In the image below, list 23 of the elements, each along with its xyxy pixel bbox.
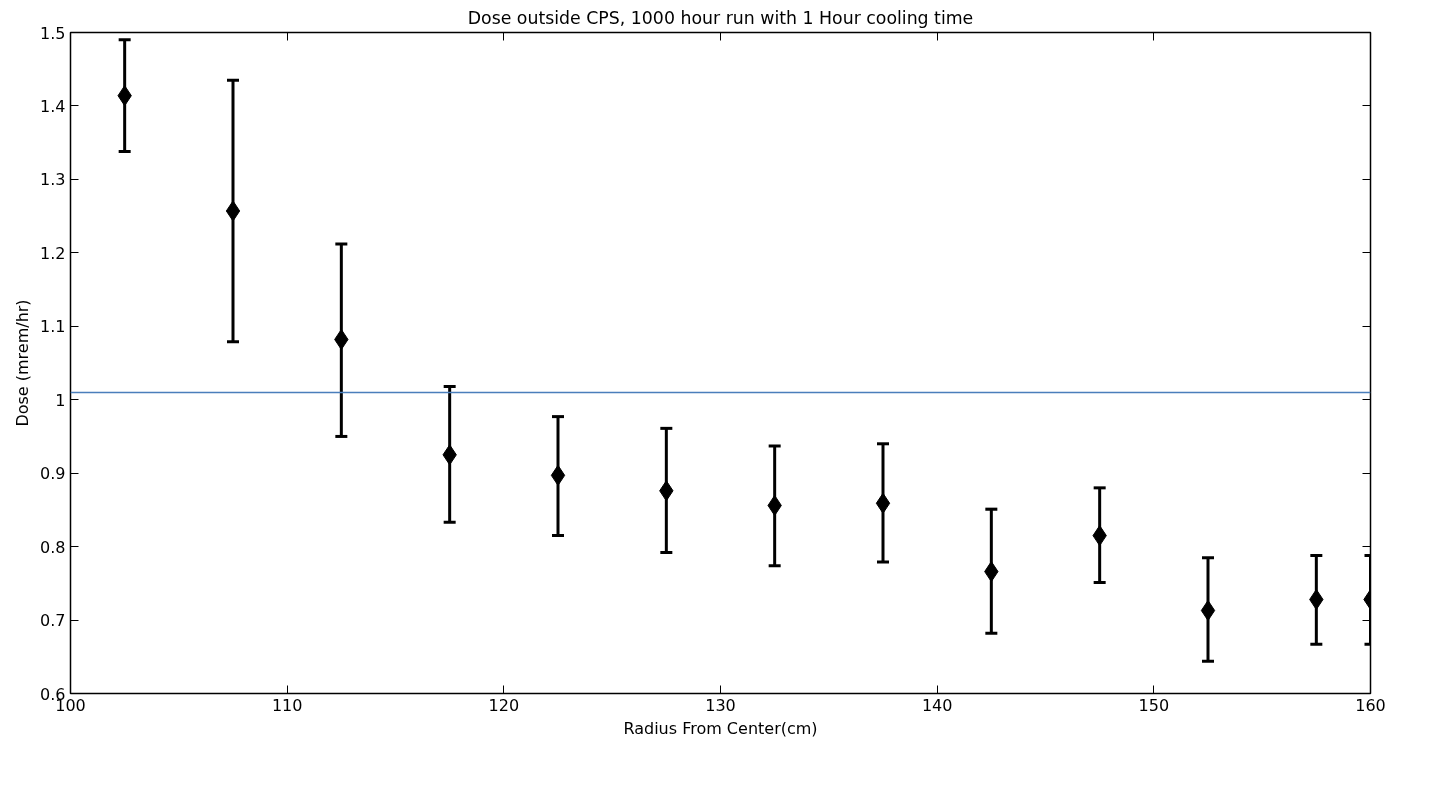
y-tick-label: 1.5	[40, 23, 66, 43]
y-tick-label: 1.3	[40, 170, 66, 190]
y-tick-label: 0.9	[40, 464, 66, 484]
y-tick-label: 0.8	[40, 537, 66, 557]
chart-title: Dose outside CPS, 1000 hour run with 1 Hour cooling time	[467, 7, 974, 28]
point	[550, 464, 566, 486]
point	[225, 200, 241, 222]
y-axis-title: Dose (mrem/hr)	[13, 299, 33, 427]
point	[1200, 600, 1216, 622]
x-tick-label: 120	[488, 695, 520, 715]
y-tick-label: 1.1	[40, 317, 66, 337]
x-tick-label: 160	[1355, 695, 1386, 715]
point	[875, 492, 891, 514]
x-tick-label: 150	[1138, 695, 1170, 715]
y-tick-label: 0.7	[40, 611, 66, 631]
y-tick-label: 1.2	[40, 243, 66, 263]
x-tick-label: 130	[705, 695, 736, 715]
y-tick-label: 1	[55, 390, 66, 410]
y-tick-label: 1.4	[40, 96, 66, 116]
x-tick-label: 140	[921, 695, 953, 715]
point	[334, 329, 349, 350]
x-tick-label: 110	[271, 695, 303, 715]
x-axis-title: Radius From Center(cm)	[623, 718, 818, 738]
